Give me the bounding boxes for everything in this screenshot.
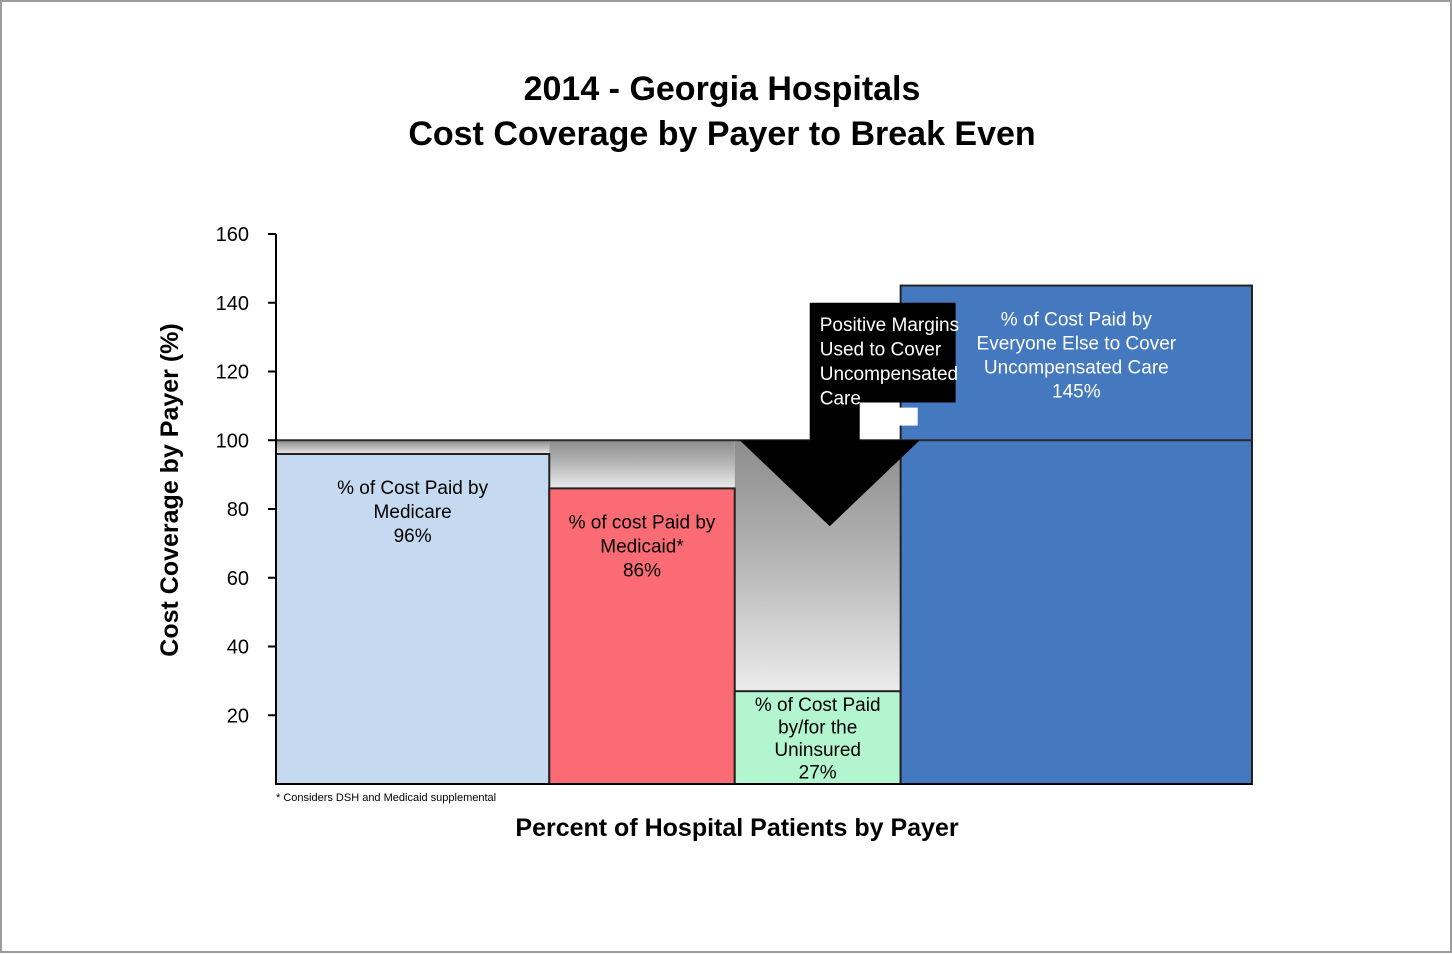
footnote: * Considers DSH and Medicaid supplementa…: [276, 792, 496, 804]
y-tick-label: 120: [216, 362, 249, 384]
annotation-text: Uncompensated: [820, 364, 958, 385]
x-axis-title: Percent of Hospital Patients by Payer: [515, 814, 958, 842]
bar-label: % of Cost Paid: [755, 695, 881, 716]
bar-label: Medicaid*: [600, 536, 684, 557]
down-arrow-icon: [739, 302, 956, 527]
y-axis-title: Cost Coverage by Payer (%): [156, 323, 184, 656]
y-tick-label: 40: [227, 637, 249, 659]
bar-label: 86%: [623, 560, 661, 581]
bar-label: Everyone Else to Cover: [977, 334, 1177, 355]
bar-label: % of cost Paid by: [569, 512, 716, 533]
y-tick-label: 140: [216, 293, 249, 315]
arrow-notch: [867, 407, 918, 426]
annotation-text: Care: [820, 388, 861, 409]
shortfall-area: [276, 440, 550, 454]
bar-label: % of Cost Paid by: [337, 478, 489, 499]
shortfall-area: [549, 440, 735, 489]
y-tick-label: 20: [227, 705, 249, 727]
annotation-text: Positive Margins: [820, 315, 959, 336]
bar: [275, 453, 551, 785]
y-tick-label: 100: [216, 430, 249, 452]
bar: [733, 690, 902, 785]
bar-label: by/for the: [778, 718, 857, 739]
y-tick-label: 160: [216, 224, 249, 246]
y-tick-label: 80: [227, 499, 249, 521]
bar-label: Medicare: [374, 502, 452, 523]
bar-label: % of Cost Paid by: [1001, 310, 1153, 331]
y-tick-label: 60: [227, 568, 249, 590]
chart-subtitle: Cost Coverage by Payer to Break Even: [408, 115, 1035, 153]
bar: [899, 284, 1253, 785]
bar: [548, 487, 736, 785]
bar-label: 145%: [1052, 382, 1101, 403]
bar-label: 27%: [799, 763, 837, 784]
annotation-text: Used to Cover: [820, 339, 942, 360]
chart-title: 2014 - Georgia Hospitals: [524, 70, 921, 108]
bar-label: 96%: [394, 526, 432, 547]
bar-label: Uncompensated Care: [984, 358, 1169, 379]
bar-label: Uninsured: [774, 740, 861, 761]
